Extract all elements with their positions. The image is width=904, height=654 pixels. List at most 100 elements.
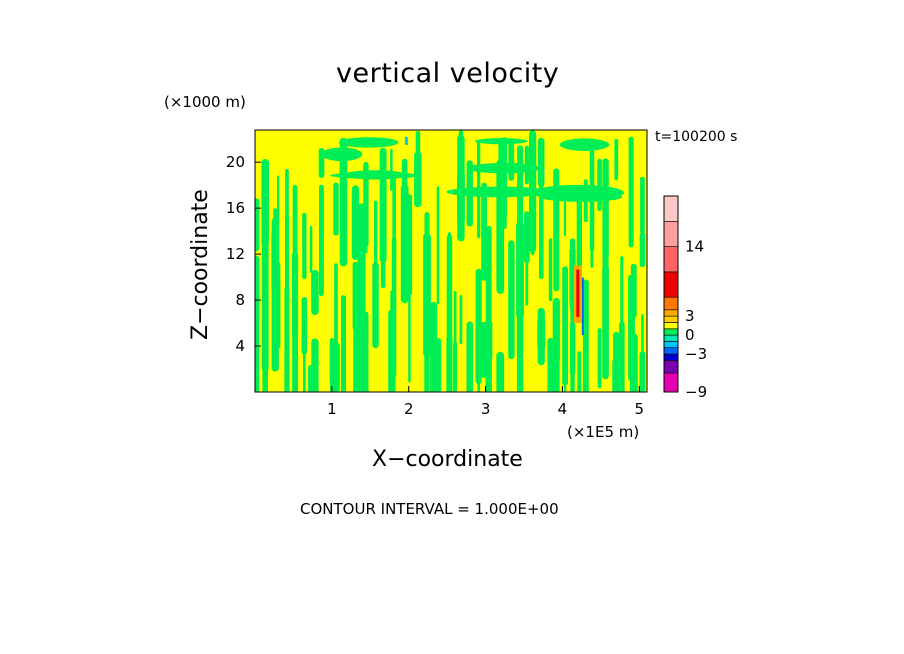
field-streak — [530, 140, 535, 255]
time-label: t=100200 s — [655, 129, 738, 145]
field-streak — [518, 272, 522, 391]
x-axis-label: X−coordinate — [372, 447, 523, 472]
field-streak — [538, 137, 545, 187]
field-streak — [292, 333, 298, 392]
colorbar-swatch — [663, 322, 679, 330]
x-tick-label: 3 — [481, 400, 491, 418]
field-streak — [597, 158, 602, 211]
field-streak — [351, 185, 360, 260]
field-band — [446, 186, 552, 198]
field-streak — [640, 176, 645, 234]
field-streak — [602, 246, 609, 372]
field-streak — [277, 175, 280, 306]
field-streak — [459, 295, 463, 345]
field-streak — [602, 158, 609, 257]
chart-title: vertical velocity — [336, 58, 560, 89]
colorbar-swatch — [663, 246, 679, 273]
field-streak — [285, 215, 289, 293]
field-streak — [524, 211, 530, 264]
colorbar-tick-label: −9 — [685, 383, 707, 401]
field-band — [474, 138, 528, 145]
field-streak — [466, 321, 473, 392]
field-streak — [447, 232, 451, 306]
field-streak — [364, 174, 368, 254]
colorbar: −9 −303 14 — [663, 195, 707, 401]
x-tick-label: 1 — [327, 400, 337, 418]
field-streak — [537, 307, 545, 366]
field-streak — [423, 246, 431, 340]
field-streak — [431, 355, 436, 392]
field-streak — [562, 266, 568, 386]
colorbar-swatch — [663, 334, 679, 342]
field-streak — [632, 263, 635, 343]
field-streak — [446, 336, 453, 392]
y-tick-label: 16 — [226, 199, 245, 217]
field-streak — [414, 151, 422, 208]
field-streak — [485, 334, 492, 392]
field-streak — [552, 297, 560, 364]
field-streak — [436, 355, 440, 392]
plot-frame — [254, 129, 648, 393]
field-streak — [363, 311, 369, 392]
x-tick-label: 4 — [558, 400, 568, 418]
field-streak — [641, 314, 644, 392]
y-tick-label: 20 — [226, 153, 245, 171]
field-streak — [309, 225, 313, 273]
y-tick-label: 12 — [226, 245, 245, 263]
colorbar-swatch — [663, 341, 679, 348]
field-streak — [547, 337, 554, 392]
colorbar-swatch — [663, 328, 679, 336]
field-streak — [408, 243, 411, 383]
field-streak — [508, 240, 515, 360]
field-band — [330, 172, 421, 179]
updraft-core-max — [576, 269, 580, 318]
field-streak — [334, 263, 338, 368]
colorbar-swatch — [663, 353, 679, 361]
field-streak — [374, 200, 378, 291]
field-streak — [303, 317, 306, 392]
field-band — [532, 184, 625, 201]
field-streak — [311, 269, 319, 315]
field-streak — [357, 279, 366, 392]
field-streak — [570, 307, 575, 392]
field-band — [467, 163, 541, 174]
colorbar-swatch — [663, 195, 679, 222]
field-streak — [508, 140, 515, 181]
colorbar-tick-label: 0 — [685, 326, 695, 344]
y-unit-label: (×1000 m) — [164, 93, 246, 111]
plot-area — [255, 130, 647, 392]
colorbar-tick-label: 14 — [685, 238, 704, 256]
field-streak — [539, 178, 544, 280]
colorbar-swatch — [663, 309, 679, 317]
field-streak — [614, 138, 619, 181]
colorbar-tick-label: −3 — [685, 345, 707, 363]
x-unit-label: (×1E5 m) — [567, 423, 640, 441]
field-streak — [339, 138, 348, 266]
field-streak — [576, 190, 582, 288]
field-streak — [313, 344, 317, 392]
field-streak — [262, 292, 268, 392]
field-streak — [577, 351, 582, 392]
field-streak — [613, 331, 620, 392]
field-streak — [477, 303, 480, 392]
field-band — [321, 147, 363, 162]
field-streak — [597, 328, 602, 389]
field-streak — [261, 159, 269, 246]
field-streak — [628, 136, 634, 248]
field-streak — [453, 291, 457, 392]
y-tick-label: 4 — [235, 337, 245, 355]
colorbar-swatch — [663, 347, 679, 355]
field-streak — [333, 182, 339, 236]
field-streak — [639, 232, 646, 268]
colorbar-swatch — [663, 315, 679, 323]
field-streak — [352, 261, 359, 331]
colorbar-swatch — [663, 372, 679, 393]
field-streak — [292, 251, 299, 338]
field-streak — [341, 295, 346, 392]
field-streak — [496, 351, 505, 392]
field-streak — [554, 358, 559, 392]
field-streak — [498, 143, 502, 182]
field-streak — [255, 198, 260, 252]
contour-interval-label: CONTOUR INTERVAL = 1.000E+00 — [300, 500, 559, 518]
